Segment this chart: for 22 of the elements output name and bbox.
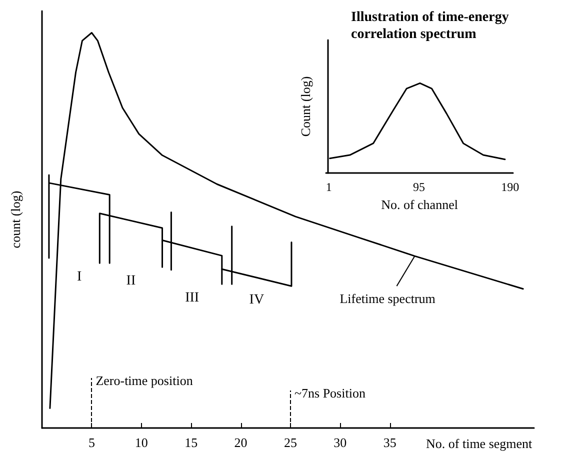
x-tick-label: 25 bbox=[284, 435, 297, 450]
x-axis-title: No. of time segment bbox=[426, 436, 533, 451]
x-tick-label: 95 bbox=[413, 180, 426, 194]
x-axis-title: No. of channel bbox=[381, 196, 458, 212]
y-axis-title: Count (log) bbox=[298, 76, 313, 137]
x-tick-label: 15 bbox=[184, 435, 198, 450]
annotation: IV bbox=[249, 292, 264, 308]
x-tick-label: 30 bbox=[334, 435, 347, 450]
y-axis-title: count (log) bbox=[8, 190, 23, 248]
x-tick-label: 10 bbox=[134, 435, 148, 450]
annotation: III bbox=[185, 290, 200, 306]
ref-line-label: Zero-time position bbox=[96, 372, 194, 388]
x-tick-label: 35 bbox=[383, 435, 396, 450]
ref-line-label: ~7ns Position bbox=[294, 385, 366, 400]
annotation: I bbox=[76, 270, 82, 285]
annotation: Lifetime spectrum bbox=[340, 291, 436, 306]
chart-title: Illustration of time-energy correlation spectrum bbox=[351, 10, 512, 42]
x-tick-label: 20 bbox=[234, 435, 248, 450]
x-tick-label: 5 bbox=[88, 435, 95, 450]
x-tick-label: 1 bbox=[326, 180, 332, 194]
x-tick-label: 190 bbox=[501, 180, 520, 194]
annotation: II bbox=[126, 274, 136, 289]
